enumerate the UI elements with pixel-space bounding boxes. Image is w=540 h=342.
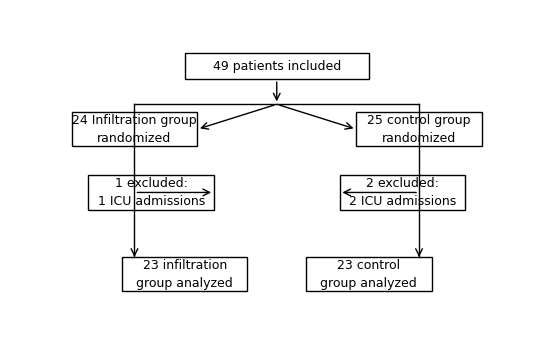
FancyBboxPatch shape [185, 53, 369, 79]
Text: 49 patients included: 49 patients included [213, 60, 341, 73]
Text: 1 excluded:
1 ICU admissions: 1 excluded: 1 ICU admissions [98, 177, 205, 208]
FancyBboxPatch shape [340, 175, 465, 210]
FancyBboxPatch shape [122, 257, 247, 291]
Text: 23 infiltration
group analyzed: 23 infiltration group analyzed [136, 259, 233, 290]
FancyBboxPatch shape [89, 175, 214, 210]
Text: 24 Infiltration group
randomized: 24 Infiltration group randomized [72, 114, 197, 145]
Text: 25 control group
randomized: 25 control group randomized [367, 114, 471, 145]
FancyBboxPatch shape [306, 257, 431, 291]
Text: 23 control
group analyzed: 23 control group analyzed [320, 259, 417, 290]
FancyBboxPatch shape [356, 112, 482, 146]
FancyBboxPatch shape [72, 112, 197, 146]
Text: 2 excluded:
2 ICU admissions: 2 excluded: 2 ICU admissions [349, 177, 456, 208]
